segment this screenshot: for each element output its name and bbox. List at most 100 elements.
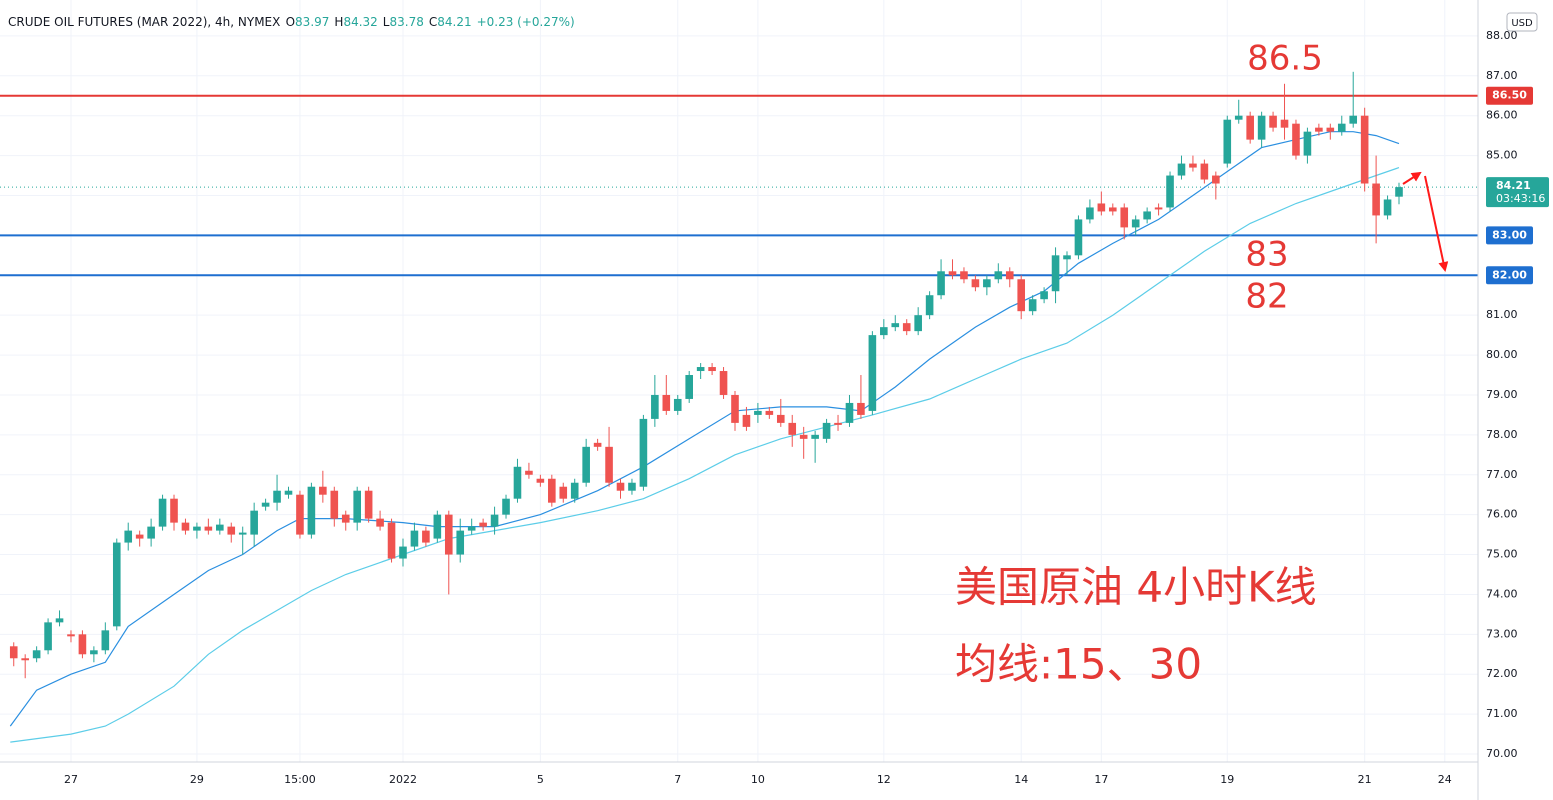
candle-body	[376, 518, 384, 527]
candle-body	[1234, 115, 1243, 120]
candle-body	[1257, 115, 1266, 140]
candle-body	[1246, 115, 1254, 140]
header-text: 84.32	[343, 15, 377, 29]
last-price-label: 84.21	[1496, 179, 1531, 192]
candle-body	[948, 271, 957, 276]
level-label: 86.50	[1492, 89, 1527, 102]
candle-body	[960, 271, 968, 280]
annotation: 美国原油 4小时K线	[955, 563, 1317, 612]
candle-body	[353, 490, 361, 523]
candle-body	[1326, 127, 1335, 132]
header-text: 83.78	[389, 15, 423, 29]
header-text: +0.23 (+0.27%)	[477, 15, 575, 29]
candle-body	[227, 526, 236, 535]
candle-body	[1143, 211, 1151, 220]
candle-body	[284, 490, 293, 495]
candle-body	[204, 526, 213, 531]
candle-body	[788, 422, 797, 435]
header-text: 84.21	[437, 15, 471, 29]
candle-body	[410, 530, 419, 547]
candle-body	[1177, 163, 1186, 176]
candle-body	[238, 532, 247, 535]
candle-body	[673, 398, 682, 411]
candle-body	[880, 327, 888, 336]
candle-body	[937, 271, 945, 296]
candle-body	[891, 323, 900, 328]
candle-body	[822, 422, 831, 439]
x-tick-label: 21	[1358, 773, 1372, 786]
candle-body	[170, 498, 178, 523]
candle-body	[742, 414, 751, 427]
candle-body	[21, 658, 29, 661]
last-price-box	[1486, 177, 1549, 208]
candle-body	[559, 486, 568, 499]
candle-body	[319, 486, 327, 495]
y-tick-label: 87.00	[1486, 69, 1518, 82]
header-text: H	[334, 15, 343, 29]
y-tick-label: 73.00	[1486, 627, 1518, 640]
candle-body	[341, 514, 350, 523]
arrow	[1424, 175, 1449, 272]
candle-body	[1269, 115, 1277, 128]
candle-body	[651, 394, 659, 419]
candle-body	[1120, 207, 1129, 228]
candle-body	[994, 271, 1003, 280]
candle-body	[32, 650, 41, 659]
candle-body	[307, 486, 316, 535]
candle-body	[582, 446, 590, 483]
candle-body	[1303, 131, 1312, 156]
candle-body	[845, 402, 854, 423]
x-tick-label: 14	[1014, 773, 1028, 786]
candle-body	[1040, 291, 1048, 300]
candle-body	[330, 490, 339, 519]
candle-body	[570, 482, 579, 499]
candle-body	[1063, 255, 1071, 260]
candle-body	[857, 402, 865, 415]
candle-body	[605, 446, 613, 483]
candle-body	[513, 466, 522, 499]
candle-body	[1337, 123, 1346, 132]
y-tick-label: 75.00	[1486, 548, 1518, 561]
candle-body	[1360, 115, 1369, 184]
header-text: 83.97	[295, 15, 329, 29]
candle-body	[1395, 187, 1403, 197]
candle-body	[9, 646, 18, 659]
level-label-box	[1486, 266, 1533, 285]
candle-body	[628, 482, 636, 491]
level-label-box	[1486, 226, 1533, 245]
candle-body	[490, 514, 499, 527]
candle-body	[78, 634, 87, 655]
y-tick-label: 79.00	[1486, 388, 1518, 401]
candle-body	[1005, 271, 1014, 280]
currency: USD	[1511, 18, 1533, 29]
x-tick-label: 29	[190, 773, 204, 786]
candle-body	[1154, 207, 1163, 210]
candle-body	[616, 482, 625, 491]
candle-body	[1200, 163, 1209, 180]
header-text: L	[383, 15, 390, 29]
candle-body	[971, 279, 980, 288]
candle-body	[1223, 119, 1232, 164]
candle-body	[1280, 119, 1289, 128]
x-tick-label: 5	[537, 773, 544, 786]
y-tick-label: 78.00	[1486, 428, 1518, 441]
candle-body	[868, 335, 877, 411]
candle-body	[124, 530, 133, 543]
candle-body	[1097, 203, 1106, 212]
candle-body	[101, 630, 110, 651]
candle-body	[296, 494, 304, 535]
candle-body	[1074, 219, 1083, 256]
annotation: 82	[1245, 277, 1288, 317]
candle-body	[1017, 279, 1026, 312]
candle-body	[1086, 207, 1094, 220]
x-tick-label: 2022	[389, 773, 417, 786]
candle-body	[639, 418, 648, 487]
y-tick-label: 71.00	[1486, 707, 1518, 720]
candle-body	[216, 524, 224, 531]
x-tick-label: 24	[1438, 773, 1452, 786]
candle-body	[902, 323, 911, 332]
candle-body	[273, 490, 281, 503]
candle-body	[250, 510, 258, 535]
